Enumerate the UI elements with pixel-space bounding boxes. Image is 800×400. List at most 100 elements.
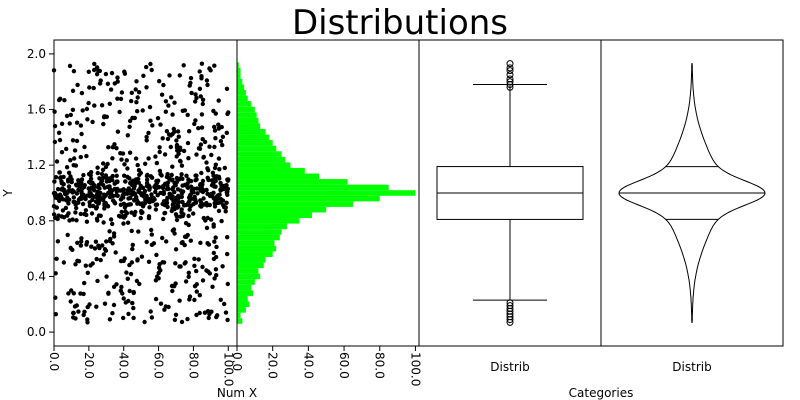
scatter-point bbox=[134, 178, 139, 183]
scatter-point bbox=[56, 130, 62, 135]
scatter-point bbox=[194, 173, 199, 178]
scatter-point bbox=[197, 310, 202, 316]
scatter-point bbox=[218, 196, 223, 202]
scatter-point bbox=[187, 129, 192, 134]
scatter-point bbox=[93, 239, 99, 244]
scatter-point bbox=[169, 95, 174, 100]
scatter-point bbox=[65, 232, 70, 238]
scatter-point bbox=[76, 309, 81, 314]
scatter-x-tick-label: 20.0 bbox=[82, 352, 96, 379]
histogram-bar bbox=[237, 78, 243, 85]
scatter-point bbox=[69, 179, 74, 185]
scatter-point bbox=[145, 177, 150, 182]
scatter-point bbox=[161, 82, 166, 88]
scatter-point bbox=[119, 157, 124, 162]
scatter-point bbox=[206, 242, 212, 247]
scatter-point bbox=[194, 95, 199, 101]
scatter-point bbox=[191, 211, 196, 216]
scatter-point bbox=[79, 90, 85, 96]
scatter-point bbox=[207, 66, 212, 71]
scatter-point bbox=[133, 209, 138, 215]
scatter-point bbox=[116, 213, 122, 219]
scatter-point bbox=[63, 205, 69, 211]
scatter-point bbox=[114, 179, 119, 184]
histogram-bar bbox=[237, 67, 241, 74]
scatter-point bbox=[193, 92, 198, 97]
scatter-point bbox=[98, 257, 103, 263]
histogram-bar bbox=[237, 184, 389, 191]
scatter-point bbox=[96, 243, 101, 248]
scatter-point bbox=[170, 131, 175, 137]
histogram-bar bbox=[237, 106, 255, 113]
scatter-point bbox=[69, 288, 74, 293]
scatter-point bbox=[120, 151, 126, 156]
scatter-point bbox=[185, 316, 190, 322]
scatter-point bbox=[97, 196, 103, 202]
histogram-bar bbox=[237, 162, 291, 168]
scatter-point bbox=[196, 126, 201, 131]
scatter-point bbox=[163, 109, 168, 114]
scatter-point bbox=[71, 291, 77, 296]
scatter-point bbox=[104, 114, 110, 120]
scatter-point bbox=[187, 207, 192, 212]
scatter-point bbox=[103, 71, 109, 77]
scatter-point bbox=[163, 99, 169, 104]
scatter-point bbox=[90, 193, 95, 198]
scatter-point bbox=[153, 296, 159, 302]
scatter-point bbox=[70, 247, 75, 252]
scatter-point bbox=[79, 236, 84, 241]
scatter-point bbox=[87, 302, 92, 307]
scatter-point bbox=[187, 197, 192, 203]
scatter-point bbox=[70, 107, 76, 113]
scatter-point bbox=[201, 202, 207, 207]
scatter-point bbox=[197, 146, 203, 151]
scatter-point bbox=[159, 173, 164, 178]
scatter-point bbox=[110, 193, 116, 199]
scatter-point bbox=[176, 151, 181, 156]
scatter-point bbox=[122, 173, 127, 178]
scatter-point bbox=[182, 234, 188, 239]
scatter-point bbox=[71, 189, 77, 194]
scatter-point bbox=[56, 97, 62, 103]
histogram-bar bbox=[237, 101, 252, 107]
scatter-point bbox=[105, 81, 111, 87]
scatter-point bbox=[132, 197, 137, 203]
scatter-point bbox=[72, 200, 78, 205]
scatter-point bbox=[170, 288, 175, 294]
scatter-point bbox=[63, 146, 69, 152]
scatter-point bbox=[221, 186, 226, 192]
scatter-point bbox=[162, 211, 167, 216]
scatter-point bbox=[198, 142, 204, 147]
scatter-point bbox=[159, 92, 165, 97]
scatter-x-tick-label: 80.0 bbox=[186, 352, 200, 379]
scatter-point bbox=[139, 193, 144, 198]
scatter-point bbox=[218, 297, 223, 302]
scatter-point bbox=[192, 297, 197, 303]
scatter-point bbox=[107, 317, 113, 322]
histogram-bar bbox=[237, 84, 245, 91]
histogram-bar bbox=[237, 151, 282, 157]
scatter-point bbox=[188, 238, 193, 243]
scatter-point bbox=[71, 163, 76, 168]
scatter-point bbox=[180, 189, 186, 194]
scatter-point bbox=[147, 183, 152, 189]
scatter-point bbox=[86, 100, 91, 106]
scatter-point bbox=[115, 75, 120, 80]
scatter-point bbox=[174, 145, 180, 150]
scatter-point bbox=[172, 231, 177, 236]
scatter-point bbox=[112, 142, 117, 147]
scatter-point bbox=[131, 190, 136, 196]
scatter-point bbox=[193, 178, 198, 183]
scatter-point bbox=[212, 276, 217, 281]
scatter-point bbox=[72, 156, 77, 161]
scatter-point bbox=[74, 303, 80, 308]
scatter-point bbox=[127, 124, 132, 129]
scatter-point bbox=[87, 85, 92, 90]
scatter-point bbox=[127, 118, 133, 124]
scatter-point bbox=[166, 103, 171, 108]
scatter-point bbox=[186, 274, 191, 279]
scatter-point bbox=[214, 244, 219, 250]
y-tick-label: 0.4 bbox=[27, 269, 46, 283]
scatter-point bbox=[158, 122, 163, 127]
histogram-bar bbox=[237, 129, 266, 135]
